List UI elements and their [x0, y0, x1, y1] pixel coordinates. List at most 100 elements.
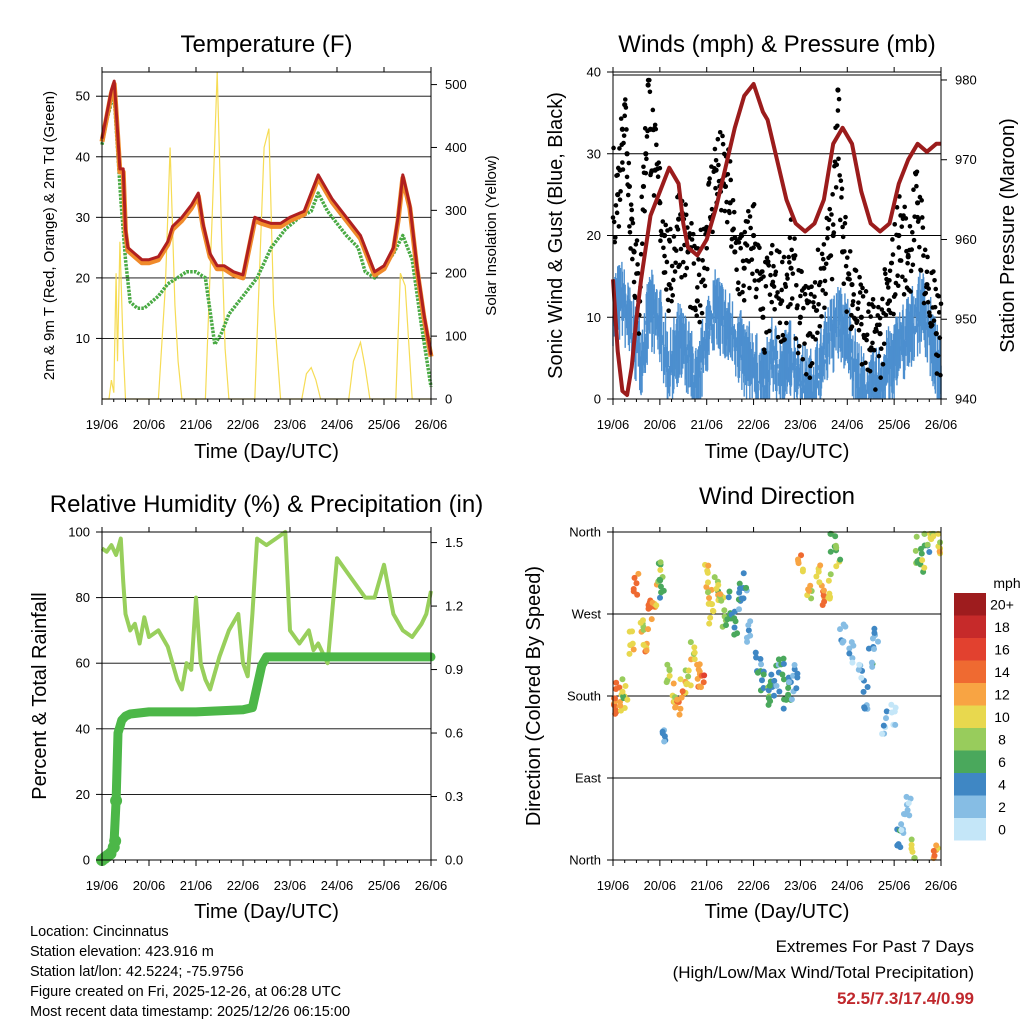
direction-point	[793, 685, 800, 692]
direction-point	[776, 688, 783, 695]
gust-point	[676, 216, 682, 222]
direction-point	[745, 627, 752, 634]
gust-point	[697, 319, 702, 325]
direction-point	[619, 676, 626, 683]
direction-point	[736, 580, 743, 587]
direction-point	[813, 573, 820, 580]
gust-point	[806, 299, 812, 304]
gust-point	[815, 330, 820, 336]
gust-point	[670, 293, 676, 298]
gust-point	[851, 292, 857, 297]
gust-point	[926, 286, 931, 291]
gust-point	[877, 322, 882, 328]
gust-point	[827, 206, 833, 212]
gust-point	[647, 77, 652, 83]
gust-point	[846, 271, 852, 277]
gust-point	[811, 300, 816, 305]
direction-point	[666, 672, 673, 679]
gust-point	[911, 187, 916, 193]
gust-point	[618, 189, 623, 194]
gust-point	[792, 236, 797, 241]
direction-point	[707, 614, 714, 621]
winds-xtick-label-5: 24/06	[831, 417, 864, 432]
direction-point	[833, 544, 840, 551]
direction-point	[621, 705, 628, 712]
gust-point	[617, 167, 623, 173]
gust-point	[847, 249, 853, 254]
gust-point	[672, 269, 678, 274]
gust-point	[921, 300, 927, 306]
direction-point	[869, 635, 876, 642]
gust-point	[935, 353, 941, 359]
gust-point	[664, 287, 669, 292]
direction-point	[660, 587, 667, 594]
gust-point	[657, 200, 663, 206]
direction-point	[736, 589, 743, 596]
gust-point	[734, 267, 739, 273]
direction-point	[624, 696, 631, 703]
direction-point	[919, 557, 926, 564]
direction-point	[653, 602, 660, 609]
gust-point	[657, 165, 663, 171]
humidity-title: Relative Humidity (%) & Precipitation (i…	[50, 491, 483, 518]
gust-point	[835, 87, 841, 93]
direction-point	[771, 677, 778, 684]
gust-point	[628, 202, 634, 207]
gust-point	[632, 295, 638, 300]
gust-point	[833, 185, 839, 190]
direction-point	[855, 666, 862, 673]
gust-point	[656, 160, 661, 165]
gust-point	[836, 156, 841, 162]
gust-point	[763, 283, 769, 289]
gust-point	[673, 260, 678, 266]
humidity-ytick-label-1: 20	[76, 787, 90, 802]
gust-point	[750, 271, 755, 277]
gust-point	[870, 340, 875, 346]
direction-point	[832, 533, 839, 540]
gust-point	[655, 174, 661, 180]
gust-point	[611, 145, 616, 151]
gust-point	[639, 194, 644, 200]
colorbar-label: 0	[998, 821, 1006, 837]
data-timestamp: Most recent data timestamp: 2025/12/26 0…	[30, 1004, 351, 1020]
gust-point	[727, 210, 732, 216]
temperature-title: Temperature (F)	[180, 31, 352, 58]
temperature-ytick-right-label-2: 200	[445, 266, 467, 281]
gust-point	[679, 274, 684, 280]
gust-point	[855, 306, 861, 312]
gust-point	[830, 232, 836, 239]
gust-point	[630, 220, 636, 226]
gust-point	[902, 278, 908, 283]
gust-point	[911, 237, 917, 243]
gust-point	[843, 214, 848, 220]
winds-ytick-label-0: 0	[594, 392, 601, 407]
direction-point	[694, 675, 701, 682]
gust-point	[736, 280, 741, 285]
winds-ytick-right-label-3: 970	[955, 152, 977, 167]
gust-point	[933, 331, 939, 337]
gust-point	[877, 315, 883, 321]
gust-point	[838, 178, 844, 184]
gust-point	[741, 298, 747, 303]
gust-point	[647, 89, 653, 95]
gust-point	[807, 331, 813, 337]
direction-point	[826, 595, 833, 602]
direction-point	[930, 533, 937, 540]
gust-point	[684, 265, 690, 271]
gust-point	[652, 167, 658, 173]
direction-point	[871, 645, 878, 652]
gust-point	[713, 157, 719, 163]
gust-point	[936, 310, 942, 315]
direction-point	[715, 581, 722, 588]
gust-point	[668, 226, 673, 232]
direction-ylabel: Direction (Colored By Speed)	[523, 566, 545, 826]
direction-point	[666, 666, 673, 673]
gust-point	[828, 253, 834, 258]
gust-point	[661, 245, 666, 251]
gust-point	[673, 248, 679, 253]
gust-point	[825, 226, 831, 231]
gust-point	[715, 136, 721, 142]
gust-point	[920, 225, 926, 230]
gust-point	[899, 224, 905, 229]
